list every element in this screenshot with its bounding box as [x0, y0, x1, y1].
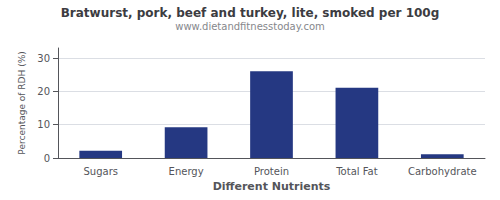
svg-text:Protein: Protein: [254, 166, 289, 177]
svg-text:0: 0: [44, 153, 50, 164]
svg-text:Sugars: Sugars: [83, 166, 117, 177]
svg-text:30: 30: [37, 53, 50, 64]
svg-text:www.dietandfitnesstoday.com: www.dietandfitnesstoday.com: [175, 21, 324, 32]
svg-text:10: 10: [37, 119, 50, 130]
svg-text:Carbohydrate: Carbohydrate: [408, 166, 477, 177]
svg-text:Percentage of RDH (%): Percentage of RDH (%): [17, 51, 27, 154]
svg-text:Different Nutrients: Different Nutrients: [213, 180, 331, 193]
svg-text:Energy: Energy: [169, 166, 204, 177]
svg-text:Bratwurst, pork, beef and turk: Bratwurst, pork, beef and turkey, lite, …: [61, 6, 440, 20]
svg-text:Total Fat: Total Fat: [335, 166, 377, 177]
svg-text:20: 20: [37, 86, 50, 97]
